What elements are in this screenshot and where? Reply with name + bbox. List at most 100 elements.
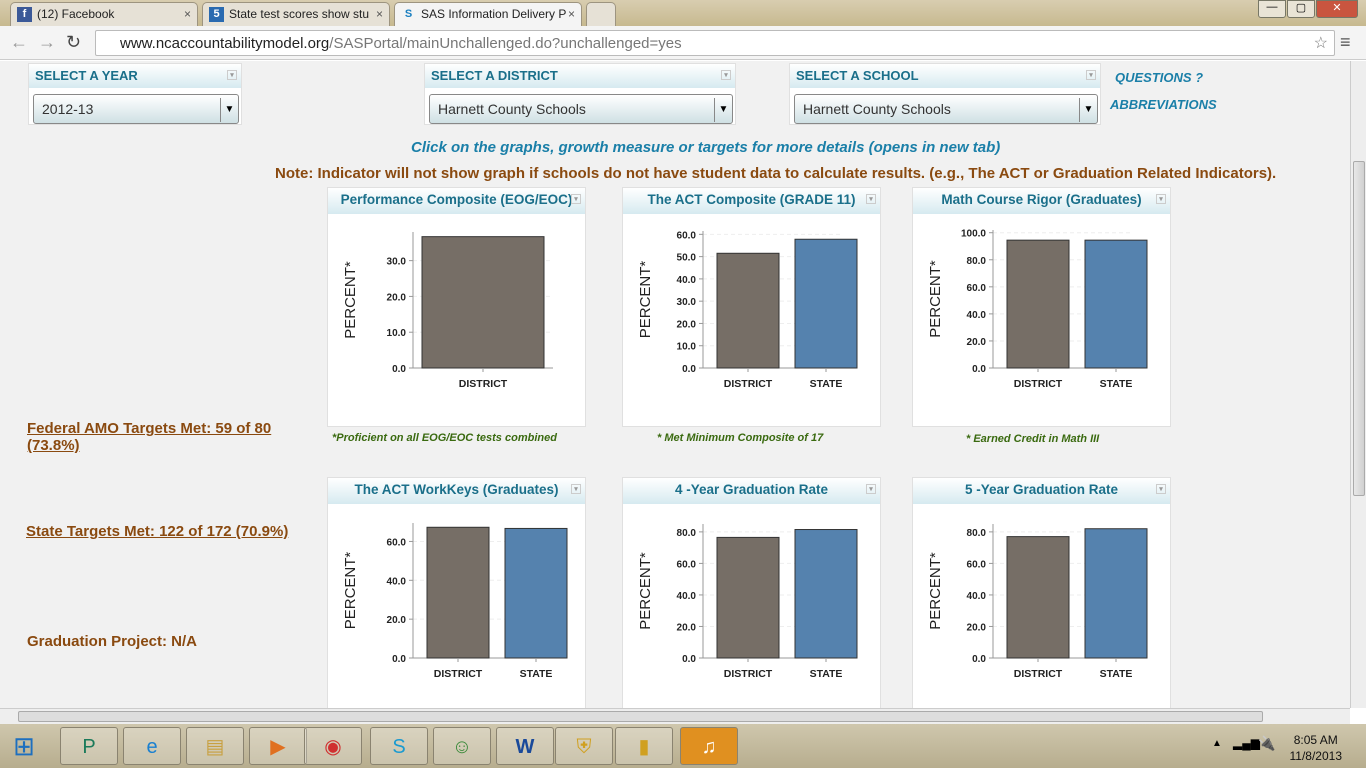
state-targets-link[interactable]: State Targets Met: 122 of 172 (70.9%) [26, 523, 289, 540]
chevron-down-icon: ▼ [1079, 98, 1097, 122]
y-tick-label: 20.0 [677, 319, 697, 330]
year-select[interactable]: 2012-13 ▼ [33, 94, 239, 124]
bar-district[interactable] [716, 536, 780, 659]
collapse-icon[interactable]: ▾ [866, 484, 876, 494]
horizontal-scrollbar[interactable] [0, 708, 1350, 724]
collapse-icon[interactable]: ▾ [571, 484, 581, 494]
bar-chart[interactable]: 0.0 20.0 40.0 60.0 80.0 100.0 PERCENT* DISTRICT… [913, 214, 1170, 424]
bar-district[interactable] [1006, 239, 1070, 369]
chart-title: 4 -Year Graduation Rate ▾ [623, 478, 880, 504]
close-tab-icon[interactable]: × [183, 7, 191, 21]
publisher-icon[interactable]: P [60, 727, 118, 765]
back-icon[interactable]: ← [10, 32, 28, 52]
scrollbar-thumb[interactable] [18, 711, 1263, 722]
y-tick-label: 40.0 [387, 576, 407, 587]
tab-sas[interactable]: S SAS Information Delivery P × [394, 2, 582, 26]
minimize-button[interactable]: — [1258, 0, 1286, 18]
collapse-icon[interactable]: ▾ [1156, 484, 1166, 494]
bar-chart[interactable]: 0.0 20.0 40.0 60.0 PERCENT* DISTRICT STATE [328, 504, 585, 708]
chrome-icon[interactable]: ◉ [304, 727, 362, 765]
bar-state[interactable] [1084, 239, 1148, 369]
chart-panel[interactable]: Performance Composite (EOG/EOC) ▾ 0.0 10.0 2… [327, 187, 586, 427]
y-axis-label: PERCENT* [342, 552, 359, 630]
collapse-icon[interactable]: ▾ [1156, 194, 1166, 204]
y-axis-label: PERCENT* [342, 261, 359, 339]
y-tick-label: 50.0 [677, 253, 697, 264]
note-text: Note: Indicator will not show graph if s… [275, 165, 1277, 182]
start-button[interactable]: ⊞ [13, 731, 35, 761]
bar-district[interactable] [716, 252, 780, 369]
y-tick-label: 60.0 [967, 283, 987, 294]
y-tick-label: 0.0 [972, 654, 986, 665]
bar-state[interactable] [1084, 528, 1148, 659]
close-window-button[interactable]: ✕ [1316, 0, 1358, 18]
tab-facebook[interactable]: f (12) Facebook × [10, 2, 198, 26]
abbreviations-link[interactable]: ABBREVIATIONS [1110, 97, 1217, 112]
federal-targets-link[interactable]: Federal AMO Targets Met: 59 of 80 (73.8%) [27, 420, 272, 454]
chevron-down-icon: ▼ [714, 98, 732, 122]
school-filter: SELECT A SCHOOL ▾ Harnett County Schools ▼ [789, 63, 1101, 125]
bar-chart[interactable]: 0.0 10.0 20.0 30.0 PERCENT* DISTRICT [328, 214, 585, 424]
chart-panel[interactable]: Math Course Rigor (Graduates) ▾ 0.0 20.0 40.… [912, 187, 1171, 427]
close-tab-icon[interactable]: × [567, 7, 575, 21]
x-tick-label: STATE [810, 668, 843, 680]
reload-icon[interactable]: ↻ [66, 32, 82, 52]
bar-district[interactable] [421, 236, 545, 369]
power-icon[interactable]: 🔌 [1258, 735, 1276, 751]
x-tick-label: STATE [1100, 378, 1133, 390]
media-icon[interactable]: ▶ [249, 727, 307, 765]
bookmark-star-icon[interactable]: ☆ [1313, 35, 1328, 52]
tab-news[interactable]: 5 State test scores show stu × [202, 2, 390, 26]
y-tick-label: 30.0 [677, 297, 697, 308]
news-icon: 5 [209, 7, 224, 22]
clock[interactable]: 8:05 AM 11/8/2013 [1289, 733, 1343, 763]
collapse-icon[interactable]: ▾ [721, 70, 731, 80]
bar-chart[interactable]: 0.0 10.0 20.0 30.0 40.0 50.0 60.0 PERCENT* DISTR… [623, 214, 880, 424]
chart-panel[interactable]: 4 -Year Graduation Rate ▾ 0.0 20.0 40.0 60.0 8… [622, 477, 881, 708]
new-tab-button[interactable] [586, 2, 616, 26]
bar-state[interactable] [794, 238, 858, 369]
address-bar[interactable]: www.ncaccountabilitymodel.org/SASPortal/… [95, 30, 1335, 56]
scrollbar-thumb[interactable] [1353, 161, 1365, 496]
district-select[interactable]: Harnett County Schools ▼ [429, 94, 733, 124]
y-tick-label: 0.0 [682, 364, 696, 375]
collapse-icon[interactable]: ▾ [571, 194, 581, 204]
explorer-icon[interactable]: ▤ [186, 727, 244, 765]
chart-panel[interactable]: 5 -Year Graduation Rate ▾ 0.0 20.0 40.0 60.0 8… [912, 477, 1171, 708]
bar-state[interactable] [504, 527, 568, 659]
close-tab-icon[interactable]: × [375, 7, 383, 21]
x-tick-label: DISTRICT [459, 378, 508, 390]
collapse-icon[interactable]: ▾ [227, 70, 237, 80]
show-hidden-icons[interactable]: ▲ [1212, 738, 1222, 749]
itunes-icon[interactable]: ♫ [680, 727, 738, 765]
chart-title: Math Course Rigor (Graduates) ▾ [913, 188, 1170, 214]
ie-icon[interactable]: e [123, 727, 181, 765]
collapse-icon[interactable]: ▾ [1086, 70, 1096, 80]
bar-district[interactable] [1006, 536, 1070, 659]
skype-icon[interactable]: S [370, 727, 428, 765]
forward-icon[interactable]: → [38, 32, 56, 52]
x-tick-label: DISTRICT [724, 668, 773, 680]
security-icon[interactable]: ⛨ [555, 727, 613, 765]
menu-icon[interactable]: ≡ [1340, 32, 1351, 52]
bar-chart[interactable]: 0.0 20.0 40.0 60.0 80.0 PERCENT* DISTRICT STATE [623, 504, 880, 708]
x-tick-label: STATE [1100, 668, 1133, 680]
maximize-button[interactable]: ▢ [1287, 0, 1315, 18]
bar-district[interactable] [426, 526, 490, 659]
bar-chart[interactable]: 0.0 20.0 40.0 60.0 80.0 PERCENT* DISTRICT STATE [913, 504, 1170, 708]
vertical-scrollbar[interactable] [1350, 61, 1366, 708]
collapse-icon[interactable]: ▾ [866, 194, 876, 204]
facebook-icon: f [17, 7, 32, 22]
folder-icon[interactable]: ▮ [615, 727, 673, 765]
messenger-icon[interactable]: ☺ [433, 727, 491, 765]
y-axis-label: PERCENT* [927, 260, 944, 338]
network-icon[interactable]: ▂▄▆ [1233, 736, 1260, 750]
school-select[interactable]: Harnett County Schools ▼ [794, 94, 1098, 124]
x-tick-label: DISTRICT [1014, 378, 1063, 390]
bar-state[interactable] [794, 529, 858, 659]
chart-panel[interactable]: The ACT WorkKeys (Graduates) ▾ 0.0 20.0 40.0… [327, 477, 586, 708]
questions-link[interactable]: QUESTIONS ? [1115, 70, 1204, 85]
chart-panel[interactable]: The ACT Composite (GRADE 11) ▾ 0.0 10.0 20.0… [622, 187, 881, 427]
y-tick-label: 0.0 [972, 364, 986, 375]
word-icon[interactable]: W [496, 727, 554, 765]
